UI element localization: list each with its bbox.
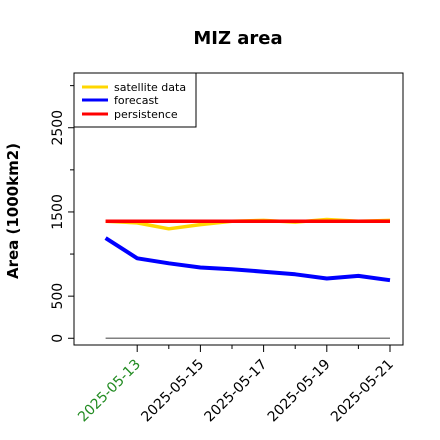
legend: satellite data forecast persistence [73,72,197,128]
y-tick-label: 0 [50,334,66,343]
legend-entry-forecast: forecast [82,94,159,107]
x-tick-label: 2025-05-17 [202,357,271,426]
x-tick-label: 2025-05-13 [75,357,144,426]
x-tick-label: 2025-05-21 [328,357,397,426]
x-tick-label: 2025-05-15 [138,357,207,426]
y-axis-label: Area (1000km2) [4,143,22,279]
chart-title: MIZ area [193,28,282,49]
legend-label-persistence: persistence [114,108,178,121]
plot-frame [73,72,404,346]
y-tick-label: 500 [50,283,66,310]
y-tick-label: 2500 [50,110,66,146]
legend-label-forecast: forecast [114,94,159,107]
legend-label-satellite: satellite data [114,81,186,94]
series-line-forecast [104,236,391,283]
y-tick-label: 1500 [50,194,66,230]
legend-entry-persistence: persistence [82,108,178,121]
x-tick-label: 2025-05-19 [265,357,334,426]
legend-entry-satellite: satellite data [82,81,186,94]
